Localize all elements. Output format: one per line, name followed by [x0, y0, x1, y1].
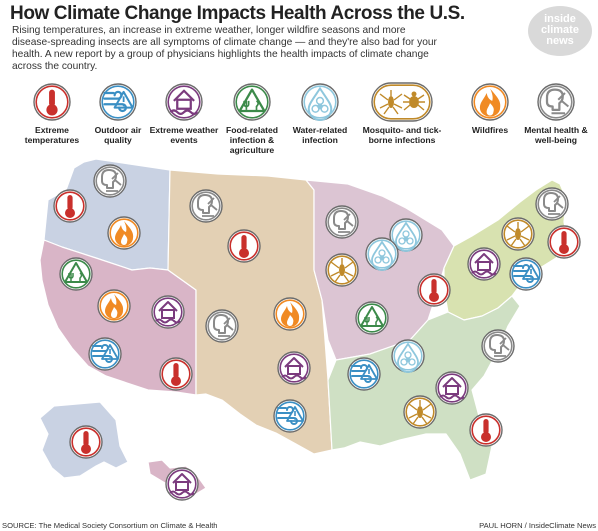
flame-icon [107, 216, 141, 250]
distressed-person-icon [481, 329, 515, 363]
page-title: How Climate Change Impacts Health Across… [10, 3, 465, 24]
distressed-person-icon [205, 309, 239, 343]
biohazard-drop-icon [365, 237, 399, 271]
credit-note: PAUL HORN / InsideClimate News [479, 521, 596, 530]
flame-icon [97, 289, 131, 323]
mosquito-tick-icon [371, 82, 433, 122]
biohazard-drop-icon [389, 218, 423, 252]
air-quality-icon [88, 337, 122, 371]
air-quality-icon [347, 357, 381, 391]
brand-line: climate [541, 24, 579, 36]
air-quality-icon [509, 257, 543, 291]
legend-label: Water-related infection [292, 125, 348, 145]
thermometer-icon [159, 357, 193, 391]
brand-line: news [546, 35, 574, 47]
legend-label: Outdoor air quality [94, 125, 142, 145]
air-quality-icon [99, 83, 137, 121]
legend-item-mental-health: Mental health & well-being [518, 82, 594, 145]
air-quality-icon [273, 399, 307, 433]
thermometer-icon [69, 425, 103, 459]
storm-house-icon [151, 295, 185, 329]
distressed-person-icon [537, 83, 575, 121]
thermometer-icon [227, 229, 261, 263]
legend-item-temperatures: Extreme temperatures [14, 82, 90, 145]
flame-icon [273, 297, 307, 331]
food-warning-icon [59, 257, 93, 291]
legend-item-water-infection: Water-related infection [282, 82, 358, 145]
storm-house-icon [435, 371, 469, 405]
thermometer-icon [33, 83, 71, 121]
storm-house-icon [467, 247, 501, 281]
legend-item-air-quality: Outdoor air quality [80, 82, 156, 145]
biohazard-drop-icon [391, 339, 425, 373]
mosquito-icon [501, 217, 535, 251]
biohazard-drop-icon [301, 83, 339, 121]
source-note: SOURCE: The Medical Society Consortium o… [2, 521, 218, 530]
distressed-person-icon [189, 189, 223, 223]
legend-label: Mosquito- and tick-borne infections [362, 125, 442, 145]
mosquito-icon [403, 395, 437, 429]
us-region-map [39, 158, 581, 501]
legend-item-food-infection: Food-related infection & agriculture [214, 82, 290, 155]
map-icons [53, 164, 581, 501]
storm-house-icon [277, 351, 311, 385]
thermometer-icon [547, 225, 581, 259]
mosquito-icon [325, 253, 359, 287]
legend-item-mosquito-tick: Mosquito- and tick-borne infections [358, 82, 446, 145]
food-warning-icon [233, 83, 271, 121]
flame-icon [471, 83, 509, 121]
distressed-person-icon [325, 205, 359, 239]
brand-logo: inside climate news [528, 6, 592, 56]
legend-item-wildfires: Wildfires [452, 82, 528, 135]
thermometer-icon [469, 413, 503, 447]
storm-house-icon [165, 83, 203, 121]
legend-label: Extreme weather events [149, 125, 219, 145]
thermometer-icon [53, 189, 87, 223]
legend: Extreme temperatures Outdoor air quality… [0, 82, 598, 162]
legend-label: Mental health & well-being [524, 125, 588, 145]
storm-house-icon [165, 467, 199, 501]
legend-label: Food-related infection & agriculture [225, 125, 279, 155]
brand-line: inside [544, 13, 576, 25]
legend-label: Extreme temperatures [24, 125, 80, 145]
distressed-person-icon [535, 187, 569, 221]
legend-item-weather-events: Extreme weather events [146, 82, 222, 145]
legend-label: Wildfires [471, 125, 509, 135]
page-subtitle: Rising temperatures, an increase in extr… [12, 25, 437, 72]
thermometer-icon [417, 273, 451, 307]
food-warning-icon [355, 301, 389, 335]
distressed-person-icon [93, 164, 127, 198]
